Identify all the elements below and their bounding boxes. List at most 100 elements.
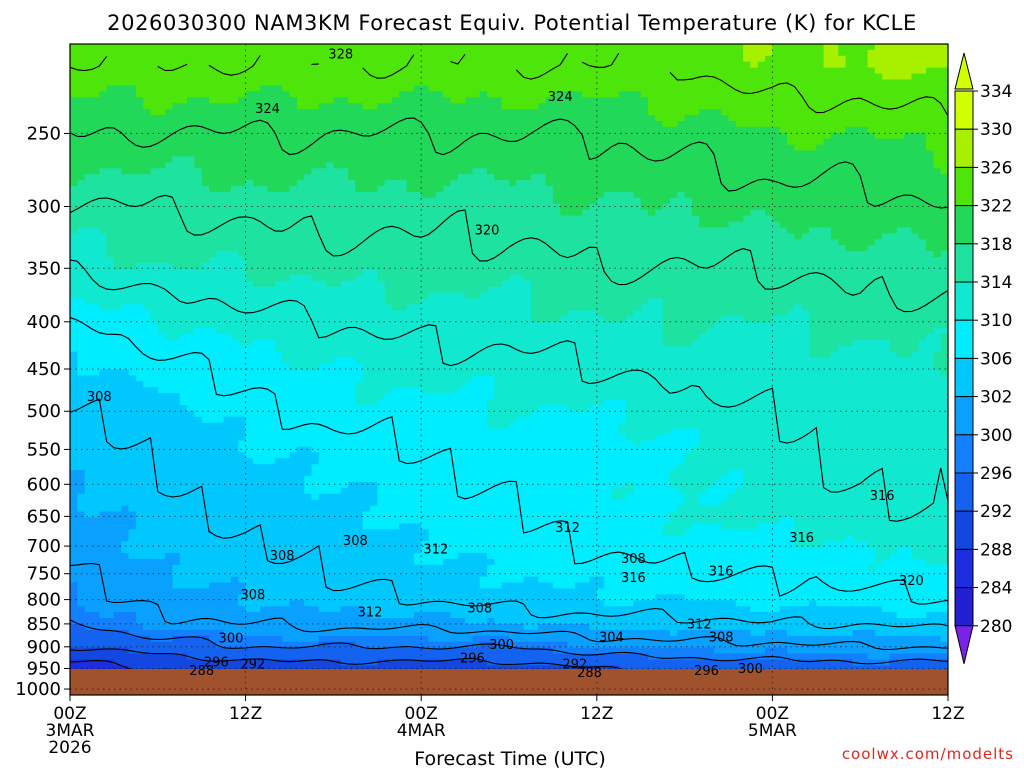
field-cell (245, 274, 254, 282)
field-cell (721, 85, 730, 92)
field-cell (640, 79, 649, 87)
field-cell (106, 203, 115, 211)
field-cell (238, 286, 247, 294)
field-cell (384, 97, 393, 104)
field-cell (435, 67, 444, 75)
field-cell (413, 97, 422, 104)
field-cell (494, 180, 503, 187)
field-cell (830, 239, 839, 246)
field-cell (362, 221, 371, 229)
field-cell (874, 245, 883, 252)
field-cell (589, 115, 598, 122)
field-cell (889, 120, 898, 128)
field-cell (530, 103, 539, 110)
field-cell (743, 168, 752, 175)
field-cell (487, 55, 495, 63)
field-cell (604, 44, 613, 51)
field-cell (765, 168, 773, 175)
field-cell (70, 49, 78, 57)
field-cell (311, 150, 320, 158)
field-cell (816, 120, 825, 128)
field-cell (260, 79, 269, 87)
field-cell (260, 109, 269, 116)
field-cell (779, 73, 788, 81)
field-cell (421, 215, 430, 223)
field-cell (589, 162, 598, 169)
field-cell (77, 286, 86, 294)
field-cell (918, 162, 927, 169)
field-cell (91, 91, 100, 98)
field-cell (918, 168, 927, 175)
field-cell (509, 262, 517, 270)
field-cell (494, 103, 503, 110)
field-cell (121, 221, 130, 229)
field-cell (179, 174, 188, 181)
field-cell (77, 150, 86, 158)
field-cell (252, 132, 261, 140)
field-cell (538, 245, 547, 252)
field-cell (808, 168, 817, 175)
field-cell (691, 103, 700, 110)
field-cell (77, 274, 86, 282)
field-cell (450, 280, 459, 288)
field-cell (223, 215, 232, 223)
field-cell (611, 109, 620, 116)
field-cell (501, 115, 510, 122)
field-cell (399, 49, 408, 57)
field-cell (677, 262, 686, 270)
field-cell (582, 44, 591, 51)
field-cell (472, 55, 481, 63)
field-cell (604, 156, 613, 163)
field-cell (808, 209, 817, 217)
field-cell (845, 215, 854, 223)
field-cell (187, 245, 195, 252)
field-cell (465, 115, 474, 122)
field-cell (348, 91, 356, 98)
field-cell (845, 61, 854, 69)
field-cell (443, 120, 452, 128)
field-cell (157, 115, 166, 122)
field-cell (867, 162, 876, 169)
field-cell (538, 109, 547, 116)
field-cell (106, 274, 115, 282)
field-cell (165, 150, 174, 158)
field-cell (779, 49, 788, 57)
field-cell (369, 138, 378, 146)
field-cell (896, 180, 905, 187)
field-cell (530, 85, 539, 92)
field-cell (889, 103, 898, 110)
field-cell (194, 126, 203, 134)
field-cell (260, 132, 269, 140)
field-cell (113, 251, 122, 258)
field-cell (113, 245, 122, 252)
field-cell (230, 268, 239, 276)
field-cell (874, 191, 883, 199)
field-cell (552, 168, 561, 175)
field-cell (860, 227, 869, 234)
field-cell (230, 132, 239, 140)
field-cell (918, 274, 927, 282)
field-cell (567, 197, 576, 205)
field-cell (245, 286, 254, 294)
field-cell (582, 227, 591, 234)
field-cell (896, 162, 905, 169)
field-cell (369, 233, 378, 240)
field-cell (604, 191, 613, 199)
field-cell (501, 138, 510, 146)
field-cell (421, 209, 430, 217)
field-cell (84, 144, 93, 152)
field-cell (223, 61, 232, 69)
field-cell (318, 97, 327, 104)
field-cell (669, 203, 678, 211)
field-cell (794, 280, 803, 288)
field-cell (326, 239, 334, 246)
field-cell (830, 91, 839, 98)
field-cell (260, 215, 269, 223)
field-cell (691, 67, 700, 75)
field-cell (450, 233, 459, 240)
field-cell (457, 233, 466, 240)
field-cell (523, 197, 532, 205)
field-cell (787, 233, 795, 240)
field-cell (640, 44, 649, 51)
field-cell (165, 97, 174, 104)
